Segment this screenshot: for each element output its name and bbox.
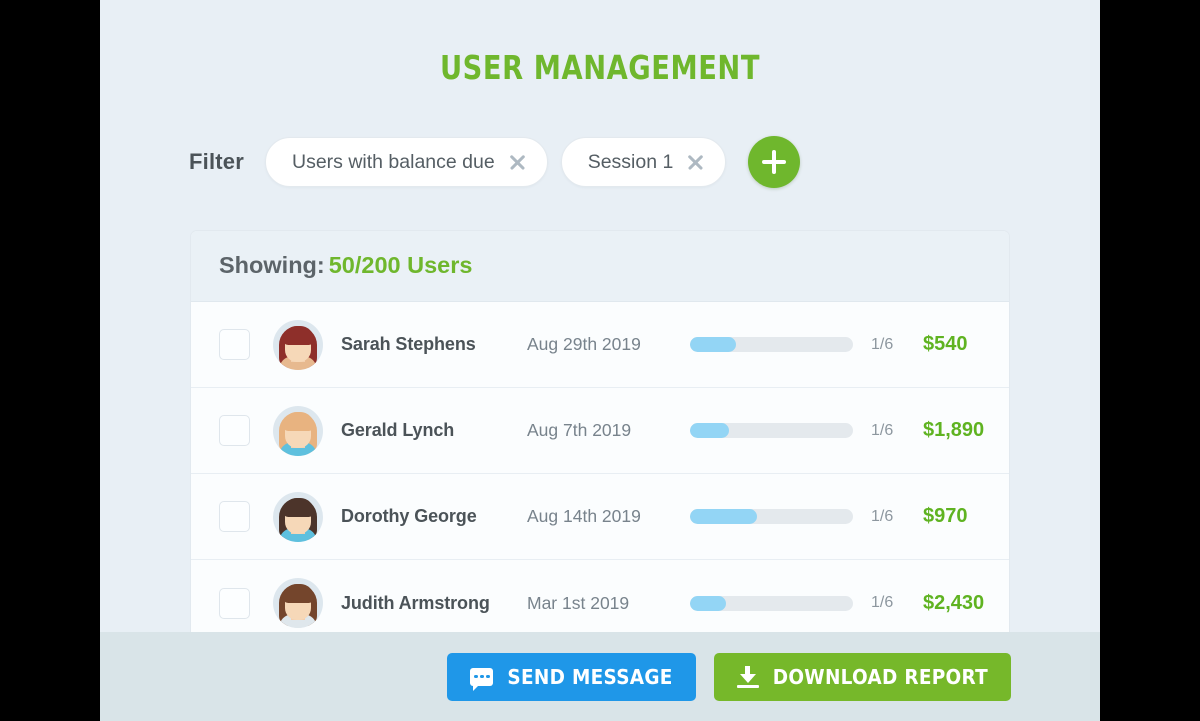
showing-label: Showing:	[219, 252, 325, 278]
avatar	[273, 578, 323, 628]
close-icon[interactable]	[508, 153, 527, 172]
progress-bar	[690, 423, 853, 438]
balance-amount: $540	[923, 333, 968, 355]
user-list-card: Showing: 50/200 Users Sarah Stephens Aug …	[190, 230, 1010, 647]
user-name: Gerald Lynch	[341, 420, 455, 440]
table-row[interactable]: Judith Armstrong Mar 1st 2019 1/6 $2,430	[191, 560, 1009, 646]
send-message-button[interactable]: SEND MESSAGE	[447, 652, 696, 701]
user-name: Judith Armstrong	[341, 592, 490, 613]
row-checkbox[interactable]	[219, 587, 250, 619]
table-row[interactable]: Sarah Stephens Aug 29th 2019 1/6 $540	[191, 302, 1009, 388]
action-footer: SEND MESSAGE DOWNLOAD REPORT	[100, 632, 1100, 721]
session-counter: 1/6	[871, 594, 894, 611]
filter-chip-label: Session 1	[587, 150, 674, 173]
row-checkbox[interactable]	[219, 501, 250, 532]
send-message-label: SEND MESSAGE	[507, 664, 673, 689]
download-icon	[736, 665, 759, 688]
close-icon[interactable]	[686, 153, 705, 172]
avatar	[273, 491, 323, 542]
progress-bar	[690, 337, 853, 352]
download-report-button[interactable]: DOWNLOAD REPORT	[713, 652, 1011, 701]
table-row[interactable]: Gerald Lynch Aug 7th 2019 1/6 $1,890	[191, 388, 1009, 474]
avatar	[273, 405, 323, 456]
filter-bar: Filter Users with balance due Session 1	[100, 136, 1100, 188]
user-name: Dorothy George	[341, 506, 477, 526]
session-counter: 1/6	[871, 335, 894, 353]
filter-chip-label: Users with balance due	[292, 150, 495, 173]
progress-bar	[690, 509, 853, 524]
table-row[interactable]: Dorothy George Aug 14th 2019 1/6 $970	[191, 474, 1009, 560]
balance-amount: $970	[923, 505, 968, 527]
list-header: Showing: 50/200 Users	[191, 231, 1009, 302]
user-date: Aug 14th 2019	[527, 506, 641, 526]
user-date: Aug 29th 2019	[527, 334, 641, 354]
app-window: USER MANAGEMENT Filter Users with balanc…	[100, 0, 1100, 721]
chat-bubble-icon	[470, 667, 494, 691]
balance-amount: $1,890	[923, 419, 985, 441]
user-date: Mar 1st 2019	[527, 592, 630, 613]
session-counter: 1/6	[871, 421, 894, 439]
row-checkbox[interactable]	[219, 329, 250, 360]
filter-chip-balance-due[interactable]: Users with balance due	[265, 137, 548, 187]
download-report-label: DOWNLOAD REPORT	[772, 664, 988, 689]
row-checkbox[interactable]	[219, 415, 250, 446]
progress-bar	[690, 595, 853, 611]
page-title: USER MANAGEMENT	[439, 48, 761, 87]
session-counter: 1/6	[871, 507, 894, 525]
add-filter-button[interactable]	[748, 136, 801, 188]
avatar	[273, 319, 323, 370]
showing-count: 50/200 Users	[328, 252, 473, 278]
user-date: Aug 7th 2019	[527, 420, 632, 440]
filter-label: Filter	[189, 149, 244, 174]
filter-chip-session-1[interactable]: Session 1	[560, 137, 727, 187]
user-name: Sarah Stephens	[341, 334, 476, 354]
balance-amount: $2,430	[923, 591, 985, 614]
